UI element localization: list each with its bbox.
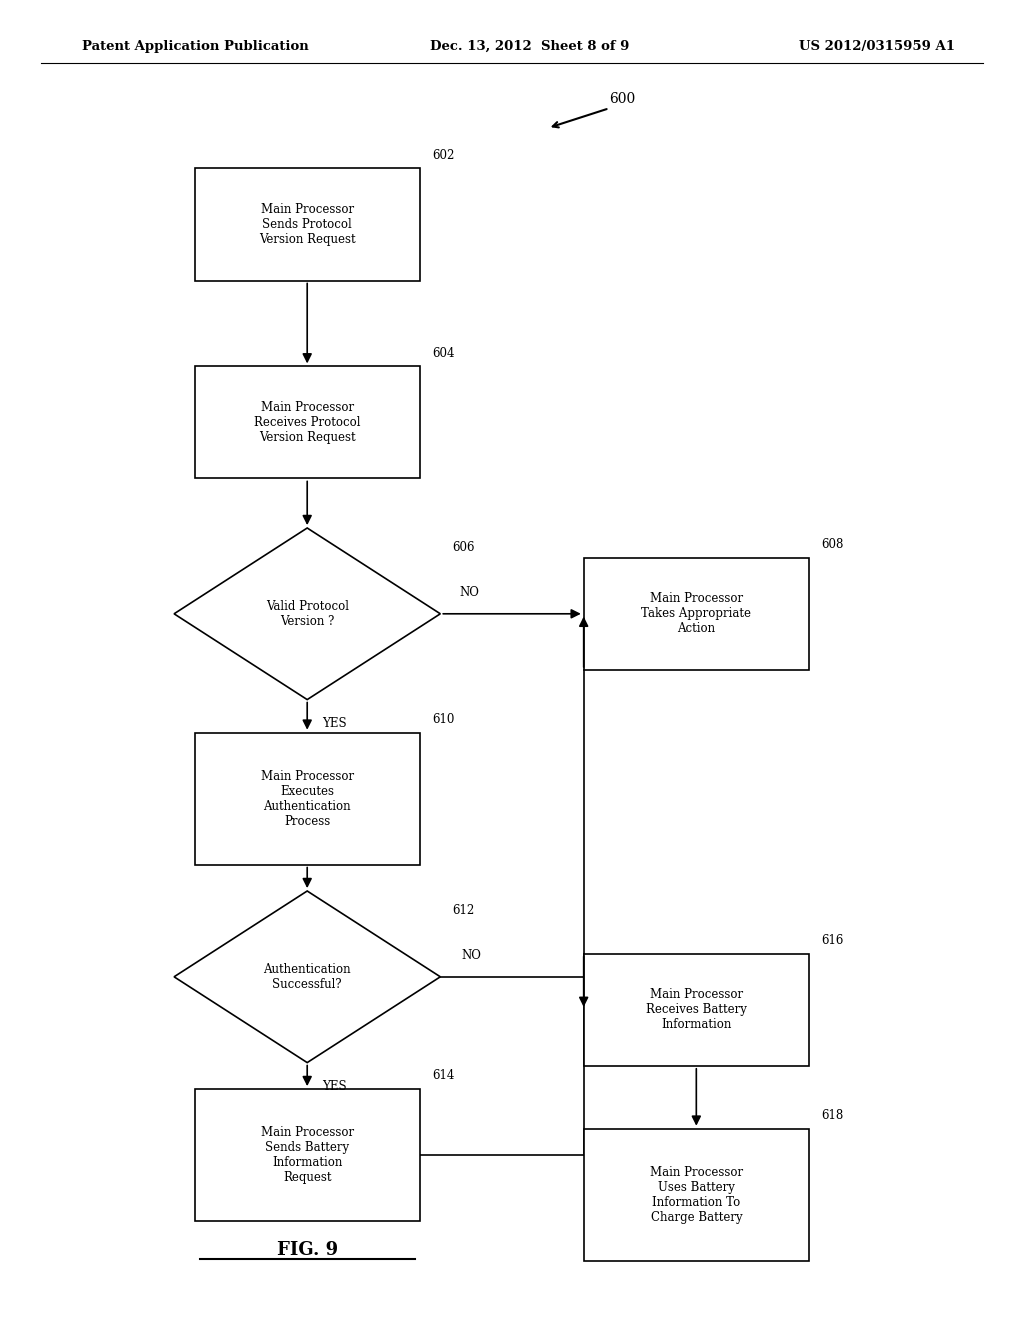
Text: Main Processor
Takes Appropriate
Action: Main Processor Takes Appropriate Action <box>641 593 752 635</box>
Text: FIG. 9: FIG. 9 <box>276 1241 338 1259</box>
FancyBboxPatch shape <box>584 953 809 1067</box>
Text: YES: YES <box>323 717 347 730</box>
Polygon shape <box>174 891 440 1063</box>
FancyBboxPatch shape <box>195 733 420 865</box>
Text: Dec. 13, 2012  Sheet 8 of 9: Dec. 13, 2012 Sheet 8 of 9 <box>430 40 630 53</box>
FancyBboxPatch shape <box>195 366 420 478</box>
Text: Main Processor
Receives Protocol
Version Request: Main Processor Receives Protocol Version… <box>254 401 360 444</box>
Text: 618: 618 <box>821 1109 844 1122</box>
Text: Main Processor
Receives Battery
Information: Main Processor Receives Battery Informat… <box>646 989 746 1031</box>
Text: 612: 612 <box>453 904 475 917</box>
Text: 600: 600 <box>609 92 636 106</box>
FancyBboxPatch shape <box>195 1089 420 1221</box>
Text: NO: NO <box>459 586 479 599</box>
Text: Patent Application Publication: Patent Application Publication <box>82 40 308 53</box>
FancyBboxPatch shape <box>584 557 809 671</box>
Text: YES: YES <box>323 1080 347 1093</box>
Text: Valid Protocol
Version ?: Valid Protocol Version ? <box>265 599 349 628</box>
Text: 608: 608 <box>821 539 844 552</box>
FancyBboxPatch shape <box>195 169 420 281</box>
Text: US 2012/0315959 A1: US 2012/0315959 A1 <box>799 40 954 53</box>
Text: Main Processor
Uses Battery
Information To
Charge Battery: Main Processor Uses Battery Information … <box>650 1166 742 1224</box>
Polygon shape <box>174 528 440 700</box>
Text: 616: 616 <box>821 935 844 948</box>
Text: Main Processor
Sends Battery
Information
Request: Main Processor Sends Battery Information… <box>261 1126 353 1184</box>
Text: Main Processor
Executes
Authentication
Process: Main Processor Executes Authentication P… <box>261 770 353 828</box>
Text: 606: 606 <box>453 541 475 554</box>
Text: 610: 610 <box>432 713 455 726</box>
Text: Authentication
Successful?: Authentication Successful? <box>263 962 351 991</box>
FancyBboxPatch shape <box>584 1129 809 1261</box>
Text: Main Processor
Sends Protocol
Version Request: Main Processor Sends Protocol Version Re… <box>259 203 355 246</box>
Text: NO: NO <box>461 949 481 962</box>
Text: 602: 602 <box>432 149 455 162</box>
Text: 614: 614 <box>432 1069 455 1082</box>
Text: 604: 604 <box>432 347 455 359</box>
